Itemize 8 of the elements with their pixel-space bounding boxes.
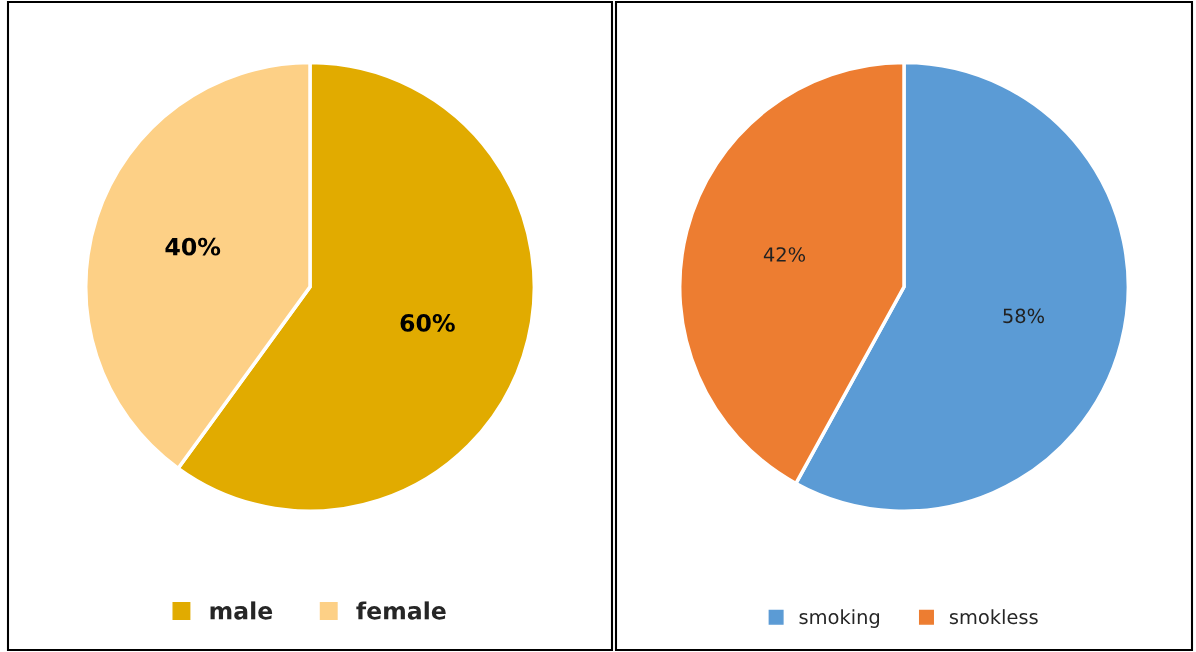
data-label: 58%: [1003, 308, 1045, 324]
legend-label: smokless: [949, 609, 1038, 625]
data-label: 42%: [763, 247, 806, 262]
data-label: 60%: [400, 313, 455, 332]
legend-label: male: [210, 601, 273, 620]
legend-label: smoking: [799, 609, 880, 628]
legend-label: female: [356, 601, 446, 620]
data-label: 40%: [165, 237, 221, 256]
